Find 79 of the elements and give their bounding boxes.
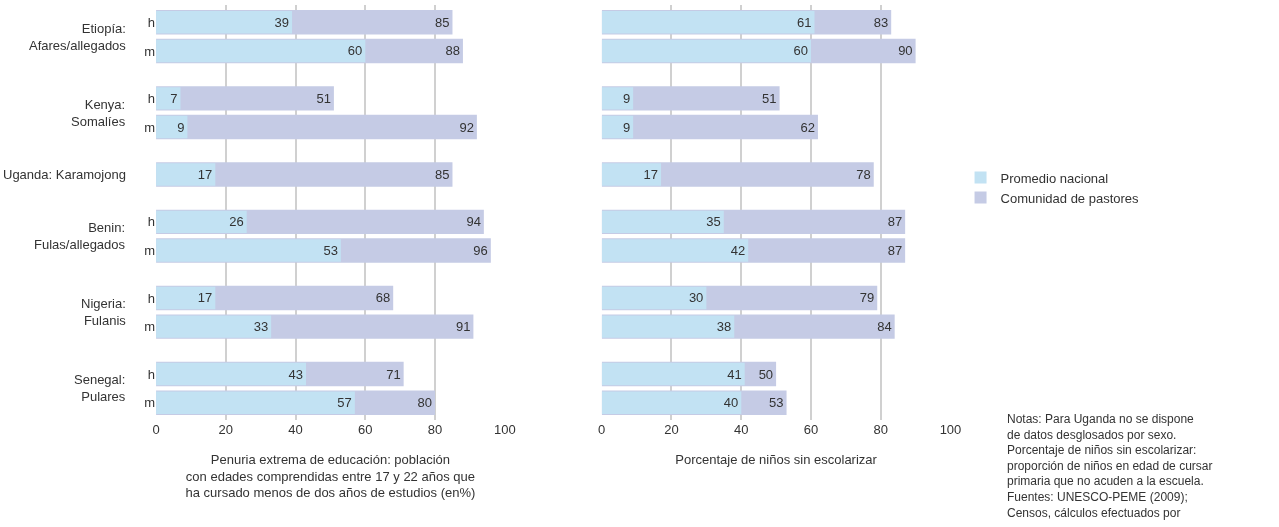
data-label: 9 (622, 119, 631, 135)
data-label: 92 (459, 119, 474, 135)
data-label: 71 (386, 366, 401, 382)
data-label: 40 (723, 395, 739, 411)
data-label: 79 (859, 290, 875, 306)
text: Etiopía: Afares/allegados (29, 21, 127, 53)
data-label: 60 (347, 43, 363, 59)
data-label: 43 (288, 366, 303, 382)
y-tick-label: h (147, 214, 156, 230)
data-label: 53 (323, 243, 338, 259)
legend-label: Promedio nacional (1000, 170, 1109, 186)
text: Senegal: Pulares (74, 372, 126, 404)
x-tick-label: 60 (358, 422, 373, 437)
data-label: 78 (856, 166, 871, 182)
x-tick-label: 20 (664, 422, 679, 437)
data-label: 61 (796, 14, 812, 30)
x-tick-label: 80 (427, 422, 443, 437)
x-tick-label: 0 (152, 422, 160, 437)
data-label: 57 (337, 395, 352, 411)
text: Porcentaje de niños sin escolarizar: proporción de niños en edad de cursar primaria que no acuden a la escuela. (1007, 443, 1213, 489)
data-label: 33 (253, 319, 269, 335)
text: Benin: Fulas/allegados (34, 220, 126, 252)
data-label: 51 (762, 90, 777, 106)
data-label: 50 (758, 366, 774, 382)
data-label: 39 (274, 14, 290, 30)
text: Notas: Para Uganda no se dispone de datos desglosados por sexo. (1007, 412, 1195, 442)
data-label: 35 (706, 214, 721, 230)
data-label: 91 (455, 319, 471, 335)
data-label: 38 (716, 319, 732, 335)
text: Uganda: Karamojong (3, 167, 126, 182)
y-tick-label: m (144, 319, 156, 335)
data-label: 42 (730, 243, 746, 259)
data-label: 87 (887, 214, 903, 230)
y-tick-label: m (144, 119, 156, 135)
data-label: 60 (793, 43, 808, 59)
x-tick-label: 40 (288, 422, 303, 437)
data-label: 80 (417, 395, 433, 411)
y-tick-label: m (144, 43, 156, 59)
y-tick-label: h (147, 90, 156, 106)
data-label: 9 (622, 90, 631, 106)
y-tick-label: m (144, 395, 156, 411)
x-tick-label: 60 (803, 422, 819, 437)
x-axis-title: Porcentaje de niños sin escolarizar (675, 451, 878, 467)
x-tick-label: 40 (734, 422, 749, 437)
data-label: 87 (887, 243, 903, 259)
x-tick-label: 100 (939, 422, 962, 437)
data-label: 88 (445, 43, 460, 59)
y-tick-label: h (147, 290, 156, 306)
data-label: 30 (688, 290, 704, 306)
data-label: 94 (466, 214, 481, 230)
x-tick-label: 20 (218, 422, 234, 437)
data-label: 68 (375, 290, 391, 306)
data-label: 7 (170, 90, 178, 106)
data-label: 62 (800, 119, 815, 135)
text: Nigeria: Fulanis (81, 296, 127, 328)
data-label: 85 (435, 166, 450, 182)
data-label: 41 (727, 366, 742, 382)
data-label: 96 (473, 243, 488, 259)
x-tick-label: 100 (493, 422, 516, 437)
x-axis-title: Penuria extrema de educación: población con edades comprendidas entre 17 y 22 años que ha cursado menos de dos años de estudios (en%) (185, 451, 476, 501)
data-label: 84 (877, 319, 892, 335)
data-label: 83 (873, 14, 889, 30)
y-tick-label: h (147, 14, 156, 30)
text: Kenya: Somalíes (71, 97, 126, 129)
data-label: 9 (177, 119, 185, 135)
y-tick-label: h (147, 366, 156, 382)
source-note: Fuentes: UNESCO-PEME (2009); Censos, cálculos efectuados por (1007, 490, 1188, 520)
legend-label: Comunidad de pastores (1000, 190, 1140, 206)
data-label: 51 (316, 90, 331, 106)
data-label: 26 (229, 214, 244, 230)
x-tick-label: 0 (598, 422, 606, 437)
data-label: 90 (898, 43, 913, 59)
data-label: 17 (197, 290, 213, 306)
y-tick-label: m (144, 243, 156, 259)
data-label: 17 (643, 166, 659, 182)
data-label: 17 (197, 166, 213, 182)
data-label: 85 (435, 14, 450, 30)
data-label: 53 (769, 395, 784, 411)
x-tick-label: 80 (873, 422, 888, 437)
